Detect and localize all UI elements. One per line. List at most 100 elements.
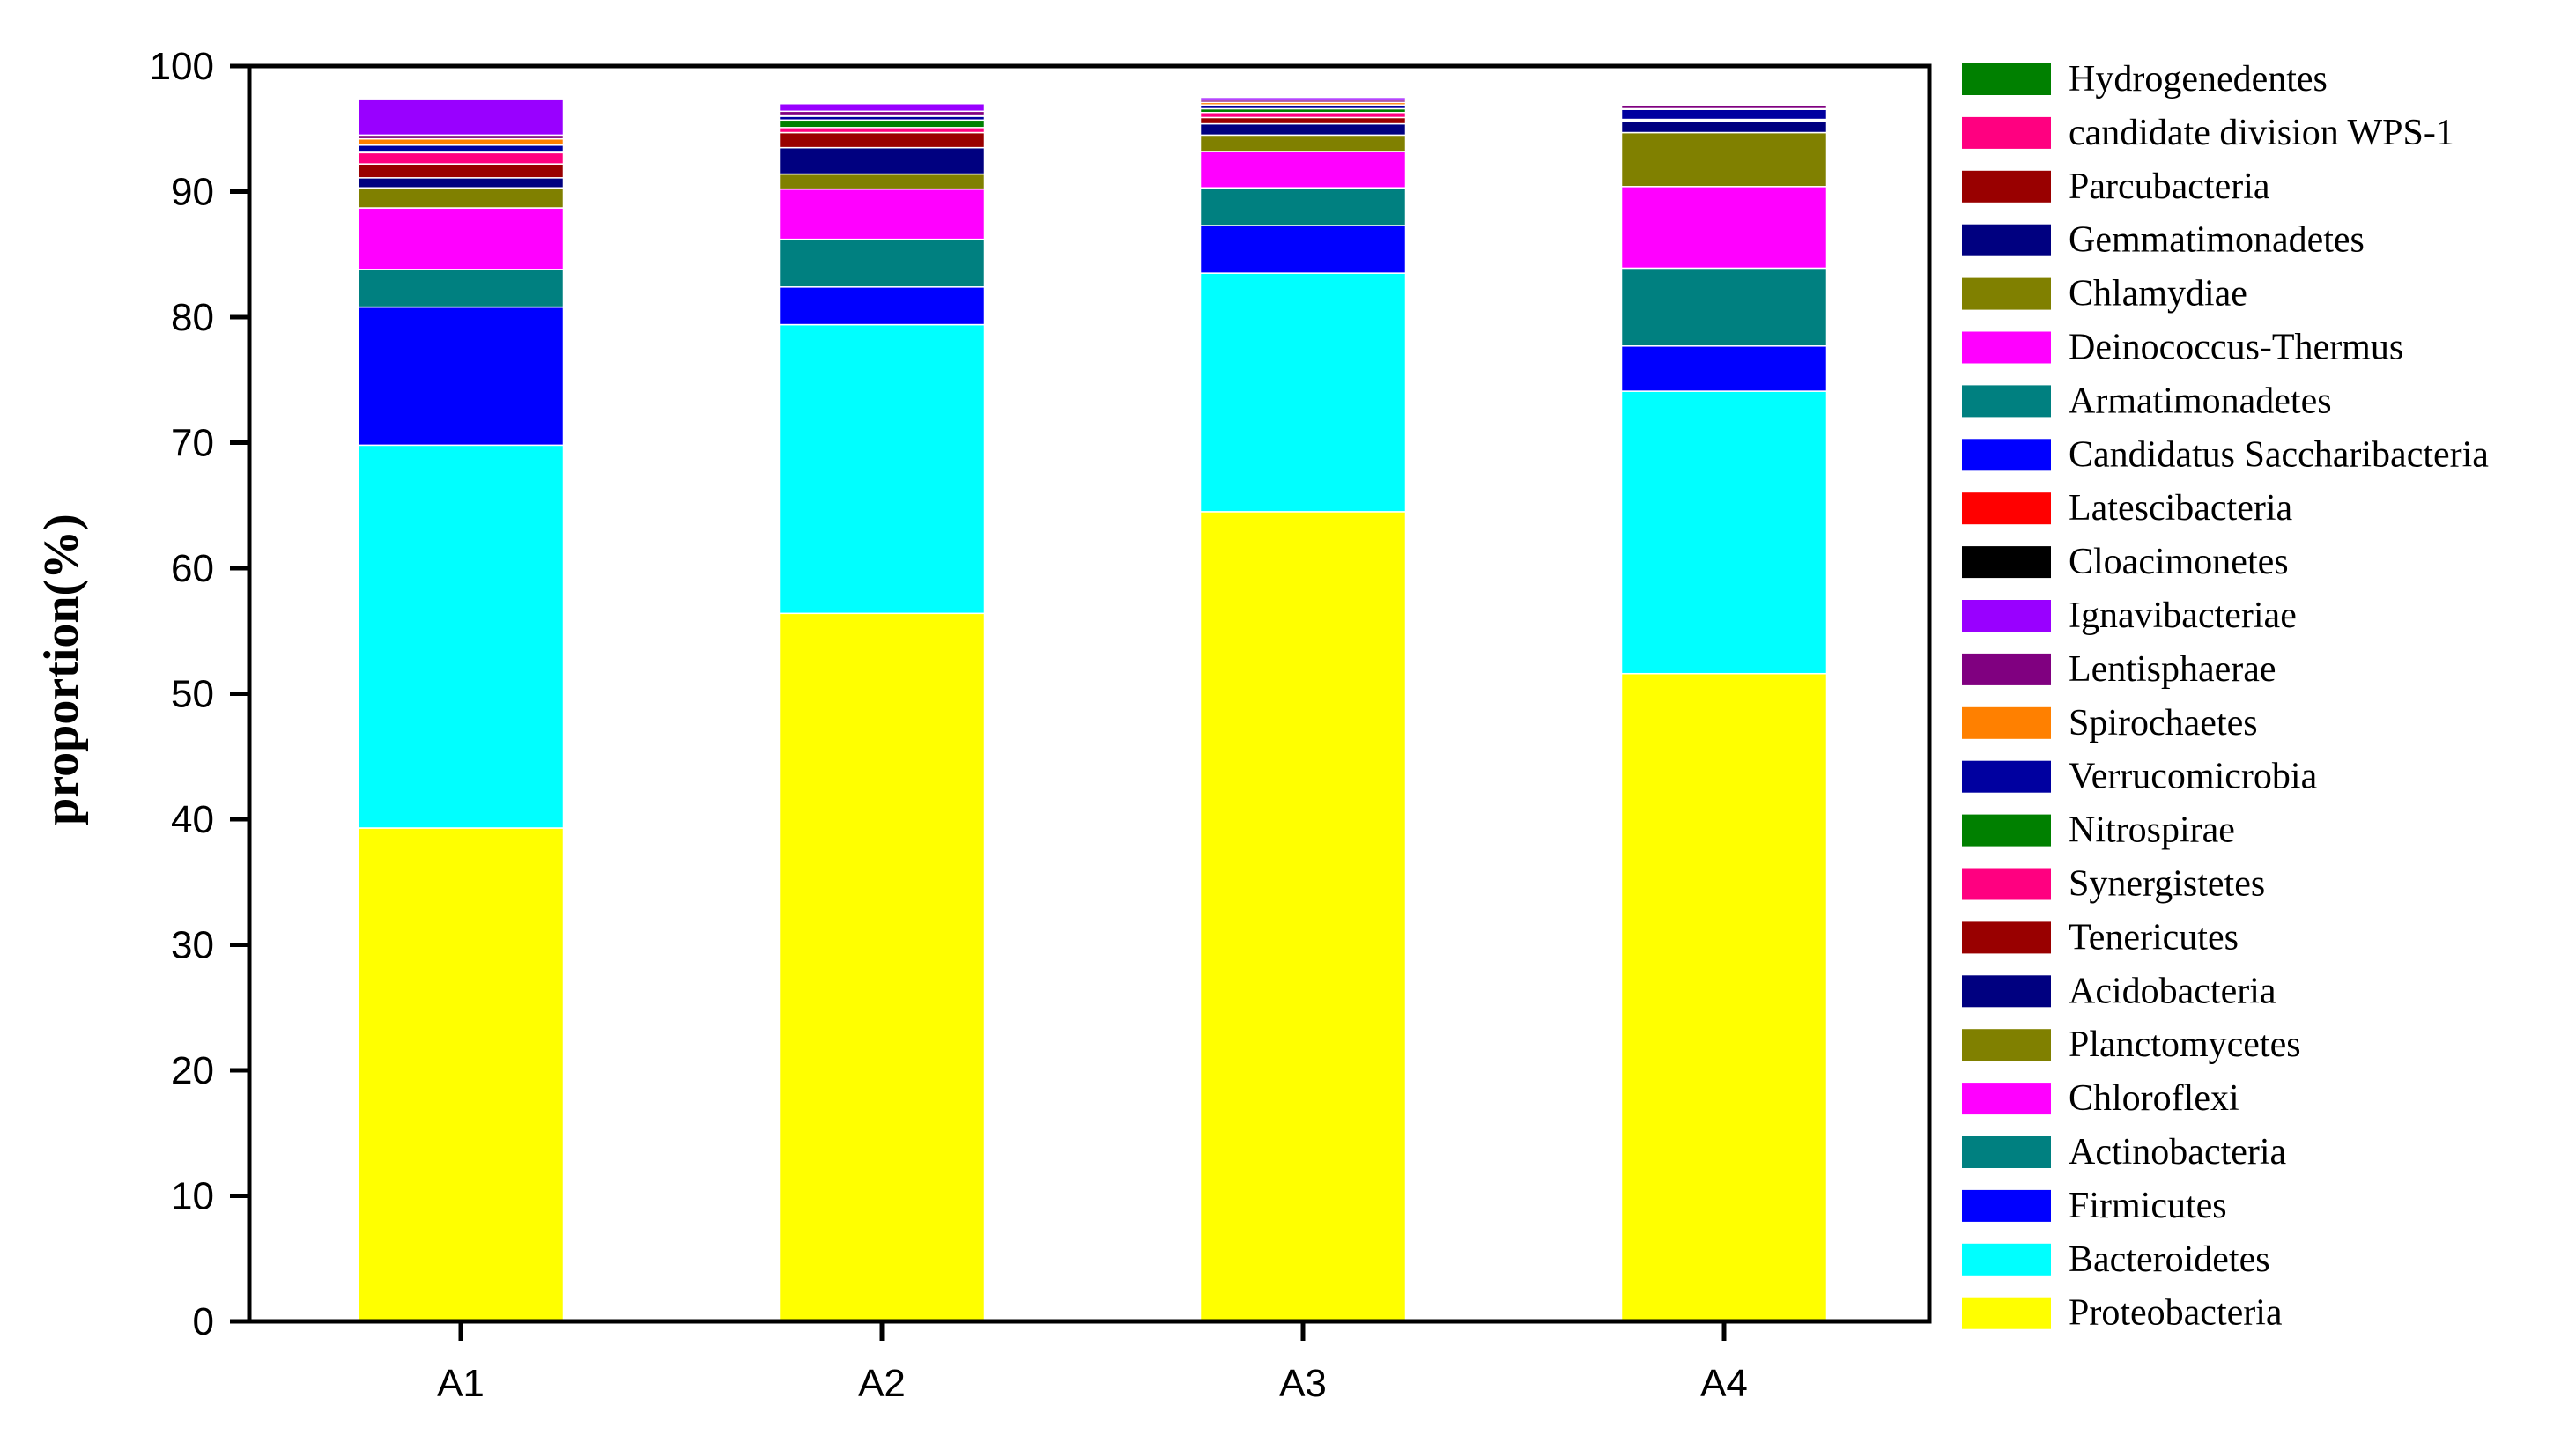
legend-item: Latescibacteria	[1962, 488, 2293, 529]
legend-label: Candidatus Saccharibacteria	[2069, 434, 2489, 475]
legend-label: Latescibacteria	[2069, 488, 2293, 529]
y-tick-label: 80	[171, 296, 214, 339]
bar-segment-a3-bacteroidetes	[1199, 272, 1407, 513]
bar-segment-a1-chloroflexi	[357, 207, 565, 270]
y-tick-label: 50	[171, 673, 214, 716]
bar-segment-a1-acidobacteria	[357, 177, 565, 189]
x-tick-label: A4	[1700, 1362, 1748, 1405]
legend-swatch	[1962, 277, 2051, 310]
legend-label: Nitrospirae	[2069, 810, 2235, 851]
legend-item: Ignavibacteriae	[1962, 595, 2297, 636]
y-axis-label: proportion(%)	[34, 514, 89, 825]
legend-item: Nitrospirae	[1962, 810, 2235, 851]
legend-swatch	[1962, 116, 2051, 149]
x-tick-label: A1	[437, 1362, 485, 1405]
legend-swatch	[1962, 546, 2051, 579]
legend-item: Hydrogenedentes	[1962, 59, 2328, 100]
legend-label: Chlamydiae	[2069, 274, 2247, 314]
bars-layer	[357, 84, 1828, 1322]
bar-segment-a1-spirochaetes	[357, 137, 565, 146]
bar-segment-a2-chloroflexi	[778, 188, 986, 240]
bar-segment-a1-actinobacteria	[357, 269, 565, 308]
legend-label: Chloroflexi	[2069, 1078, 2239, 1119]
bar-segment-a2-tenericutes	[778, 131, 986, 149]
bar-segment-a2-acidobacteria	[778, 146, 986, 175]
bar-segment-a3-tenericutes	[1199, 116, 1407, 125]
legend-label: Acidobacteria	[2069, 971, 2276, 1011]
bar-segment-a2-nitrospirae	[778, 119, 986, 129]
legend-item: Parcubacteria	[1962, 166, 2270, 207]
legend-item: Synergistetes	[1962, 864, 2265, 905]
bar-segment-a2-firmicutes	[778, 286, 986, 326]
legend-label: Firmicutes	[2069, 1186, 2227, 1226]
bar-segment-a4-planctomycetes	[1620, 131, 1828, 188]
legend-swatch	[1962, 439, 2051, 471]
legend-swatch	[1962, 921, 2051, 954]
bar-segment-a4-acidobacteria	[1620, 120, 1828, 134]
bar-segment-a1-verrucomicrobia	[357, 144, 565, 152]
legend-item: Gemmatimonadetes	[1962, 220, 2365, 261]
y-tick-label: 100	[150, 45, 214, 88]
legend-swatch	[1962, 224, 2051, 256]
legend-label: Tenericutes	[2069, 917, 2239, 958]
legend-swatch	[1962, 1136, 2051, 1168]
legend-label: Synergistetes	[2069, 864, 2265, 905]
legend-item: Tenericutes	[1962, 917, 2239, 958]
legend: Hydrogenedentes candidate division WPS-1 P…	[1962, 59, 2489, 1334]
legend-swatch	[1962, 63, 2051, 95]
legend-label: Parcubacteria	[2069, 166, 2270, 207]
legend-item: Bacteroidetes	[1962, 1239, 2270, 1280]
legend-swatch	[1962, 492, 2051, 525]
bar-segment-a1-ignavibacteriae	[357, 98, 565, 137]
bar-segment-a2-proteobacteria	[778, 612, 986, 1322]
legend-label: Lentisphaerae	[2069, 649, 2276, 690]
bar-segment-a4-proteobacteria	[1620, 672, 1828, 1322]
x-tick-label: A2	[858, 1362, 906, 1405]
bar-segment-a1-bacteroidetes	[357, 444, 565, 829]
legend-swatch	[1962, 975, 2051, 1008]
bar-segment-a3-proteobacteria	[1199, 511, 1407, 1322]
legend-item: Spirochaetes	[1962, 703, 2258, 743]
legend-swatch	[1962, 1189, 2051, 1222]
bar-segment-a1-tenericutes	[357, 163, 565, 179]
legend-label: candidate division WPS-1	[2069, 113, 2454, 153]
legend-label: Bacteroidetes	[2069, 1239, 2270, 1280]
y-tick-label: 90	[171, 171, 214, 214]
bar-segment-a4-firmicutes	[1620, 345, 1828, 392]
legend-item: Lentisphaerae	[1962, 649, 2276, 690]
legend-label: Planctomycetes	[2069, 1024, 2301, 1065]
legend-item: Actinobacteria	[1962, 1132, 2287, 1172]
bar-segment-a2-bacteroidetes	[778, 323, 986, 615]
legend-label: Actinobacteria	[2069, 1132, 2287, 1172]
legend-label: Hydrogenedentes	[2069, 59, 2328, 100]
legend-swatch	[1962, 600, 2051, 632]
bar-segment-a3-chloroflexi	[1199, 151, 1407, 189]
legend-item: Proteobacteria	[1962, 1293, 2283, 1334]
y-tick-label: 70	[171, 422, 214, 465]
legend-item: Armatimonadetes	[1962, 381, 2332, 421]
bar-segment-a1-proteobacteria	[357, 827, 565, 1322]
legend-label: Spirochaetes	[2069, 703, 2258, 743]
legend-swatch	[1962, 760, 2051, 793]
bar-segment-a3-actinobacteria	[1199, 187, 1407, 226]
bar-segment-a1-planctomycetes	[357, 187, 565, 209]
legend-item: candidate division WPS-1	[1962, 113, 2454, 153]
legend-item: Deinococcus-Thermus	[1962, 328, 2403, 368]
legend-label: Deinococcus-Thermus	[2069, 328, 2403, 368]
bar-segment-a4-chloroflexi	[1620, 186, 1828, 270]
y-tick-label: 0	[193, 1300, 214, 1343]
y-tick-label: 20	[171, 1049, 214, 1092]
bar-segment-a3-firmicutes	[1199, 225, 1407, 274]
axes-layer: 0 10 20 30 40 50 60 70 80 90 100 A1 A2 A3 A4	[150, 45, 1932, 1405]
y-tick-label: 10	[171, 1175, 214, 1218]
legend-swatch	[1962, 170, 2051, 203]
legend-item: Candidatus Saccharibacteria	[1962, 434, 2489, 475]
bar-segment-a1-firmicutes	[357, 306, 565, 447]
bar-segment-a2-planctomycetes	[778, 173, 986, 190]
legend-item: Chloroflexi	[1962, 1078, 2239, 1119]
legend-label: Verrucomicrobia	[2069, 757, 2318, 797]
legend-swatch	[1962, 1243, 2051, 1276]
legend-swatch	[1962, 1029, 2051, 1061]
